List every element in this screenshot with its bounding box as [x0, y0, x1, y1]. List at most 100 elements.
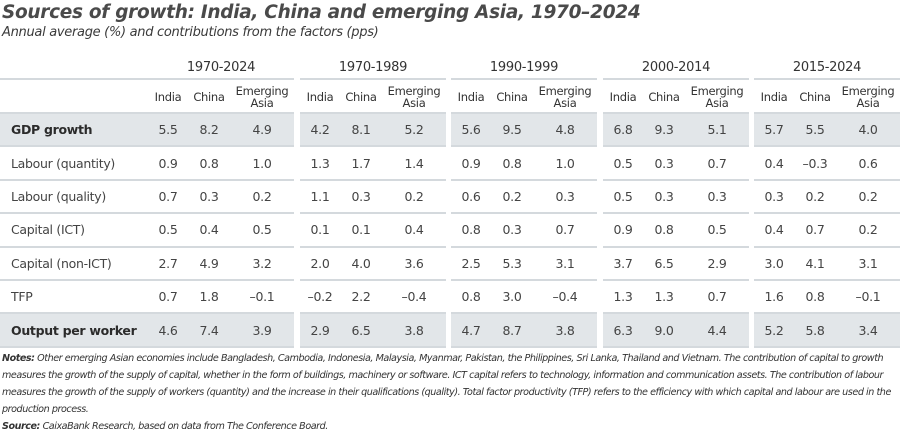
table-cell: 2.9	[310, 322, 330, 338]
table-cell: 1.1	[310, 188, 330, 204]
table-cell: 5.3	[502, 255, 522, 271]
table-cell: 9.3	[654, 122, 674, 138]
row-divider	[754, 312, 900, 315]
row-divider	[451, 345, 597, 348]
row-divider	[603, 112, 749, 114]
table-cell: 0.4	[199, 222, 219, 238]
column-header-emerging-asia: Emerging Asia	[841, 83, 895, 110]
table-cell: 5.5	[805, 122, 825, 138]
row-divider	[754, 78, 900, 80]
row-divider	[603, 312, 749, 315]
source-label: Source:	[2, 421, 40, 432]
column-header-china: China	[496, 89, 528, 104]
row-label: Capital (non-ICT)	[11, 255, 112, 271]
table-cell: 0.4	[764, 222, 784, 238]
table-cell: 6.3	[613, 322, 633, 338]
table-cell: 0.3	[351, 188, 371, 204]
table-cell: 0.9	[158, 155, 178, 171]
table-cell: 3.1	[555, 255, 575, 271]
row-divider	[300, 78, 446, 80]
table-cell: 2.9	[707, 255, 727, 271]
table-cell: 8.2	[199, 122, 219, 138]
table-cell: 0.5	[707, 222, 727, 238]
table-cell: 9.5	[502, 122, 522, 138]
table-cell: 8.7	[502, 322, 522, 338]
table-cell: 0.7	[707, 289, 727, 305]
table-cell: 0.8	[461, 222, 481, 238]
source-text: CaixaBank Research, based on data from T…	[42, 421, 329, 432]
table-cell: 0.8	[502, 155, 522, 171]
row-divider	[0, 345, 294, 348]
table-cell: 3.0	[502, 289, 522, 305]
row-highlight	[300, 113, 446, 147]
table-cell: 0.6	[858, 155, 878, 171]
table-cell: 0.3	[199, 188, 219, 204]
table-cell: 4.0	[858, 122, 878, 138]
column-header-emerging-asia: Emerging Asia	[387, 83, 441, 110]
table-cell: 3.1	[858, 255, 878, 271]
row-highlight	[603, 313, 749, 347]
table-cell: 3.7	[613, 255, 633, 271]
table-cell: 0.7	[158, 289, 178, 305]
table-cell: 0.4	[404, 222, 424, 238]
row-divider	[451, 112, 597, 114]
table-cell: 0.7	[805, 222, 825, 238]
table-cell: 4.2	[310, 122, 330, 138]
row-highlight	[451, 113, 597, 147]
row-divider	[603, 245, 749, 248]
row-divider	[300, 312, 446, 315]
row-divider	[451, 178, 597, 181]
row-divider	[451, 145, 597, 148]
table-cell: 4.1	[805, 255, 825, 271]
row-divider	[754, 245, 900, 248]
source-line: Source: CaixaBank Research, based on dat…	[2, 418, 900, 435]
row-divider	[0, 312, 294, 315]
table-cell: 2.0	[310, 255, 330, 271]
table-cell: 2.5	[461, 255, 481, 271]
table-cell: 0.7	[707, 155, 727, 171]
row-label: Labour (quantity)	[11, 155, 116, 171]
table-cell: 2.2	[351, 289, 371, 305]
period-header: 2015-2024	[792, 59, 862, 75]
table-cell: 4.0	[351, 255, 371, 271]
row-divider	[603, 178, 749, 181]
table-cell: 1.0	[555, 155, 575, 171]
growth-table: 1970-2024 India China Emerging Asia 1970-198…	[0, 55, 900, 348]
notes-label: Notes:	[2, 353, 35, 364]
table-cell: 5.8	[805, 322, 825, 338]
row-divider	[754, 178, 900, 181]
table-cell: 0.3	[654, 155, 674, 171]
table-cell: 5.1	[707, 122, 727, 138]
period-header: 1970-2024	[186, 59, 256, 75]
table-cell: 3.2	[252, 255, 272, 271]
table-cell: 5.5	[158, 122, 178, 138]
table-cell: 2.7	[158, 255, 178, 271]
table-cell: –0.4	[401, 289, 427, 305]
row-divider	[300, 245, 446, 248]
row-divider	[603, 279, 749, 281]
row-highlight	[451, 313, 597, 347]
table-cell: 0.2	[858, 222, 878, 238]
table-cell: 0.5	[158, 222, 178, 238]
table-cell: 4.7	[461, 322, 481, 338]
column-header-emerging-asia: Emerging Asia	[690, 83, 744, 110]
table-cell: 0.7	[158, 188, 178, 204]
column-header-china: China	[193, 89, 225, 104]
table-cell: 0.4	[764, 155, 784, 171]
column-header-china: China	[799, 89, 831, 104]
column-header-china: China	[648, 89, 680, 104]
row-divider	[0, 279, 294, 281]
row-divider	[300, 145, 446, 148]
column-header-emerging-asia: Emerging Asia	[235, 83, 289, 110]
row-divider	[0, 178, 294, 181]
table-cell: 4.9	[199, 255, 219, 271]
table-cell: 0.1	[351, 222, 371, 238]
notes-text: Other emerging Asian economies include B…	[2, 353, 891, 415]
row-divider	[300, 112, 446, 114]
table-cell: 0.2	[404, 188, 424, 204]
row-divider	[603, 212, 749, 215]
table-cell: 0.3	[654, 188, 674, 204]
table-cell: 5.6	[461, 122, 481, 138]
row-highlight	[0, 313, 294, 347]
table-cell: –0.4	[552, 289, 578, 305]
